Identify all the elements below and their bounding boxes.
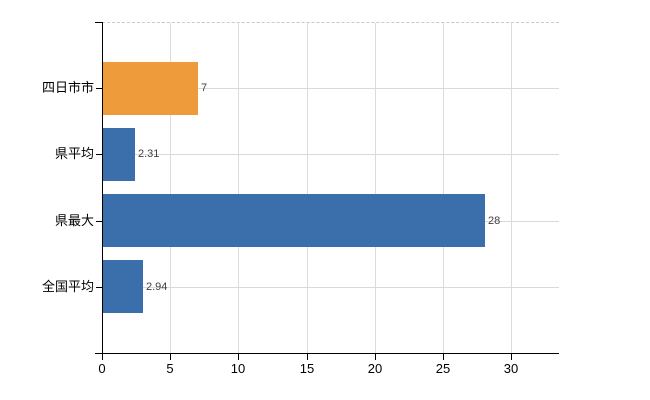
x-tick-label: 10 — [230, 361, 246, 376]
category-tick — [96, 287, 102, 288]
y-axis-line — [102, 22, 103, 353]
category-tick — [96, 221, 102, 222]
x-axis-tick — [443, 354, 444, 360]
x-tick-label: 15 — [299, 361, 315, 376]
x-axis-line — [95, 353, 559, 354]
x-tick-label: 0 — [98, 361, 106, 376]
x-tick-label: 25 — [435, 361, 451, 376]
category-label: 県最大 — [54, 213, 94, 228]
category-label: 四日市市 — [41, 80, 94, 95]
x-axis-tick — [375, 354, 376, 360]
x-tick-label: 5 — [166, 361, 174, 376]
bar — [103, 62, 198, 115]
value-label: 2.94 — [146, 281, 168, 293]
x-axis-tick — [307, 354, 308, 360]
plot-top-border — [102, 22, 559, 23]
category-tick — [96, 154, 102, 155]
category-label: 全国平均 — [41, 279, 94, 294]
x-tick-label: 30 — [503, 361, 519, 376]
bar — [103, 260, 143, 313]
x-axis-tick — [170, 354, 171, 360]
vertical-gridline — [511, 23, 512, 353]
category-label: 県平均 — [54, 146, 94, 161]
category-tick — [96, 88, 102, 89]
vertical-gridline — [375, 23, 376, 353]
vertical-gridline — [238, 23, 239, 353]
bar — [103, 194, 485, 247]
value-label: 28 — [488, 215, 501, 227]
x-tick-label: 20 — [367, 361, 383, 376]
horizontal-gridline — [103, 88, 559, 89]
horizontal-gridline — [103, 154, 559, 155]
bar — [103, 128, 135, 181]
value-label: 2.31 — [138, 148, 160, 160]
vertical-gridline — [443, 23, 444, 353]
vertical-gridline — [307, 23, 308, 353]
x-axis-tick — [102, 354, 103, 360]
horizontal-gridline — [103, 287, 559, 288]
x-axis-tick — [511, 354, 512, 360]
vertical-gridline — [170, 23, 171, 353]
y-axis-end-tick — [95, 22, 102, 23]
x-axis-tick — [238, 354, 239, 360]
value-label: 7 — [201, 82, 208, 94]
